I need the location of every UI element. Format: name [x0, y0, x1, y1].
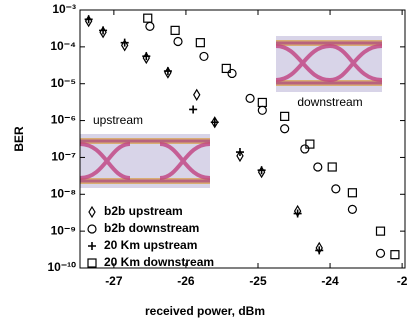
marker [281, 112, 289, 120]
marker [196, 39, 204, 47]
x-tick-label: -27 [105, 274, 123, 288]
marker [376, 249, 384, 257]
eye-downstream [276, 36, 382, 92]
marker [314, 163, 322, 171]
legend-label: b2b upstream [104, 204, 183, 218]
marker [89, 207, 95, 217]
marker [258, 98, 266, 106]
marker [281, 125, 289, 133]
x-tick-label: -24 [321, 274, 339, 288]
marker [328, 163, 336, 171]
y-tick-label: 10⁻⁴ [50, 39, 76, 53]
marker [189, 105, 197, 113]
marker [348, 189, 356, 197]
annotation: upstream [93, 113, 143, 127]
y-tick-label: 10⁻³ [52, 2, 76, 16]
marker [174, 37, 182, 45]
x-tick-label: -25 [249, 274, 267, 288]
marker [246, 94, 254, 102]
marker [146, 22, 154, 30]
y-tick-label: 10⁻⁷ [51, 150, 76, 164]
marker [348, 205, 356, 213]
y-tick-label: 10⁻⁹ [51, 223, 76, 237]
marker [301, 145, 309, 153]
marker [88, 259, 96, 267]
chart: downstream upstream received power, dBm … [0, 0, 410, 324]
marker [228, 69, 236, 77]
marker [88, 225, 96, 233]
marker [144, 14, 152, 22]
marker [88, 242, 96, 250]
x-tick-label: -2 [397, 274, 408, 288]
marker [306, 140, 314, 148]
y-axis-label: BER [12, 126, 26, 152]
marker [391, 251, 399, 259]
x-axis-label: received power, dBm [145, 304, 265, 318]
legend-label: 20 Km upstream [104, 238, 197, 252]
annotation: downstream [297, 95, 362, 109]
x-tick-label: -26 [177, 274, 195, 288]
marker [171, 26, 179, 34]
marker [194, 90, 200, 100]
marker [200, 52, 208, 60]
marker [332, 185, 340, 193]
marker [258, 106, 266, 114]
marker [376, 227, 384, 235]
y-tick-label: 10⁻⁶ [51, 113, 76, 127]
legend-label: b2b downstream [104, 221, 199, 235]
y-tick-label: 10⁻⁵ [51, 76, 76, 90]
y-tick-label: 10⁻¹⁰ [48, 260, 77, 274]
page: downstream upstream received power, dBm … [0, 0, 410, 329]
y-tick-label: 10⁻⁸ [51, 186, 76, 200]
marker [211, 118, 219, 126]
eye-upstream [80, 134, 210, 188]
legend-label: 20 Km downstream [104, 255, 214, 269]
